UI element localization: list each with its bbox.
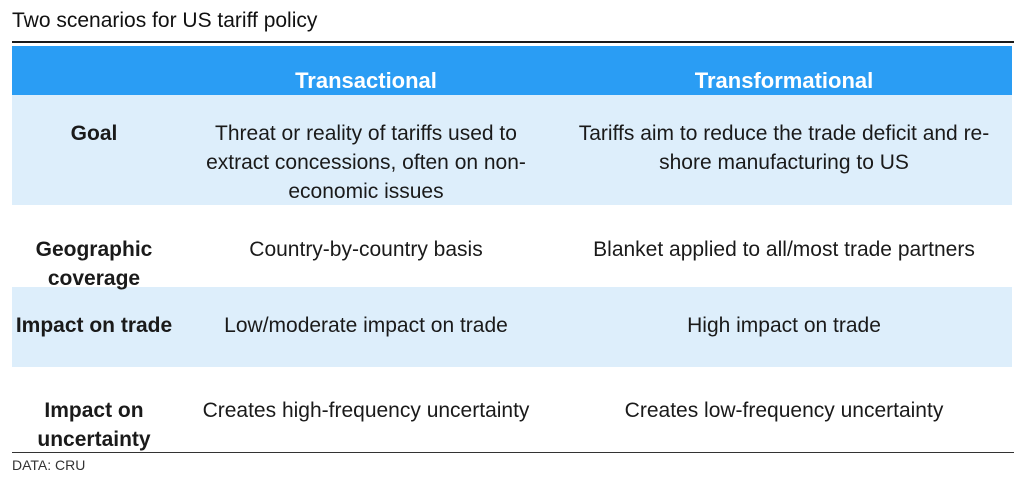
transactional-cell: Country-by-country basis [249,238,483,261]
header-cell-empty [12,46,176,95]
row-label: Impact on trade [15,314,173,337]
row-label: Impact on uncertainty [37,399,151,451]
transactional-cell: Creates high-frequency uncertainty [202,399,530,422]
transactional-cell: Low/moderate impact on trade [224,314,508,337]
page-title: Two scenarios for US tariff policy [12,9,318,32]
header-cell-transactional: Transactional [295,68,437,93]
table-row-goal: Goal Threat or reality of tariffs used t… [12,95,1012,205]
comparison-table: Transactional Transformational Goal Thre… [12,46,1012,453]
table-row-impact-on-uncertainty: Impact on uncertainty Creates high-frequ… [12,367,1012,453]
source-note: DATA: CRU [12,457,86,473]
transformational-cell: Tariffs aim to reduce the trade deficit … [578,122,990,174]
transformational-cell: Creates low-frequency uncertainty [624,399,944,422]
row-label: Geographic coverage [35,238,153,290]
transformational-cell: High impact on trade [687,314,881,337]
table-row-impact-on-trade: Impact on trade Low/moderate impact on t… [12,287,1012,367]
transformational-cell: Blanket applied to all/most trade partne… [593,238,975,261]
transactional-cell: Threat or reality of tariffs used to ext… [206,122,526,203]
table-row-geographic-coverage: Geographic coverage Country-by-country b… [12,205,1012,290]
top-divider [12,41,1014,43]
row-label: Goal [70,122,118,145]
table-header-row: Transactional Transformational [12,46,1012,95]
bottom-divider [12,452,1014,453]
header-cell-transformational: Transformational [694,68,874,93]
